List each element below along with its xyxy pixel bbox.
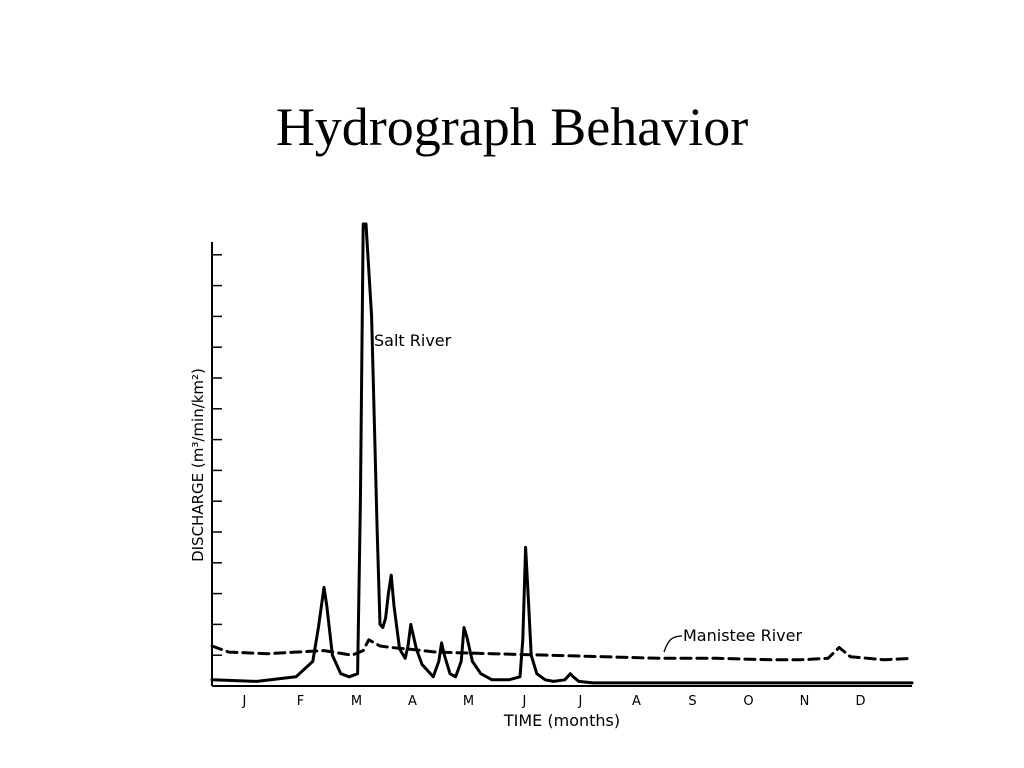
x-tick-label: S — [688, 694, 696, 709]
x-tick-label: N — [800, 694, 810, 709]
series-layer — [210, 222, 914, 685]
x-tick-label: O — [743, 694, 753, 709]
x-axis-label: TIME (months) — [503, 711, 620, 730]
x-tick-label: F — [297, 694, 304, 709]
chart-axes — [211, 242, 912, 687]
slide-title: Hydrograph Behavior — [275, 97, 749, 157]
x-tick-label: J — [578, 694, 583, 709]
annotation-manistee-river: Manistee River — [683, 626, 802, 645]
x-tick-label: M — [463, 694, 474, 709]
x-tick-label: J — [242, 694, 247, 709]
series-line-manistee-river — [210, 638, 914, 662]
chart-ticks — [212, 254, 222, 687]
chart-annotations: Salt River Manistee River — [374, 331, 802, 653]
x-tick-label: A — [408, 694, 417, 709]
x-tick-label: D — [855, 694, 865, 709]
y-axis-label: DISCHARGE (m³/min/km²) — [189, 368, 207, 562]
annotation-leader — [663, 635, 683, 653]
series-line-salt-river — [210, 222, 914, 685]
x-tick-label: M — [351, 694, 362, 709]
x-tick-label: J — [522, 694, 527, 709]
annotation-salt-river: Salt River — [374, 331, 452, 350]
x-tick-label: A — [632, 694, 641, 709]
